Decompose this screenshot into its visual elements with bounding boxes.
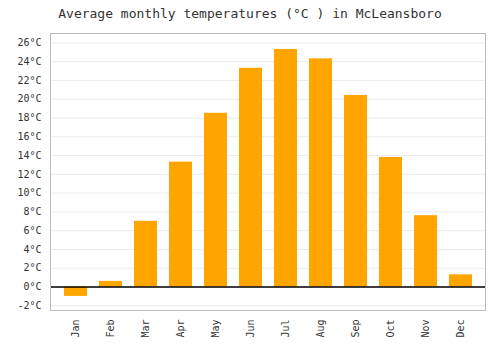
svg-text:4°C: 4°C xyxy=(23,244,41,255)
svg-text:May: May xyxy=(210,320,221,338)
svg-text:Feb: Feb xyxy=(105,320,116,338)
svg-text:Sep: Sep xyxy=(350,320,361,338)
svg-text:14°C: 14°C xyxy=(17,150,41,161)
svg-text:20°C: 20°C xyxy=(17,93,41,104)
svg-text:Nov: Nov xyxy=(420,320,431,338)
svg-text:2°C: 2°C xyxy=(23,262,41,273)
svg-text:Aug: Aug xyxy=(315,320,326,338)
svg-text:Jul: Jul xyxy=(280,320,291,338)
svg-text:Mar: Mar xyxy=(140,320,151,338)
svg-text:6°C: 6°C xyxy=(23,225,41,236)
svg-text:8°C: 8°C xyxy=(23,206,41,217)
html-text:Average monthly temperatures (: Average monthly temperatures (°C ) in Mc… xyxy=(58,6,442,21)
svg-text:Apr: Apr xyxy=(175,320,186,338)
svg-text:22°C: 22°C xyxy=(17,75,41,86)
svg-text:0°C: 0°C xyxy=(23,281,41,292)
svg-text:Oct: Oct xyxy=(385,320,396,338)
svg-text:Jan: Jan xyxy=(70,320,81,338)
svg-text:Dec: Dec xyxy=(455,320,466,338)
svg-text:Jun: Jun xyxy=(245,320,256,338)
svg-text:16°C: 16°C xyxy=(17,131,41,142)
svg-text:10°C: 10°C xyxy=(17,187,41,198)
svg-text:-2°C: -2°C xyxy=(17,300,41,311)
svg-text:12°C: 12°C xyxy=(17,169,41,180)
svg-text:18°C: 18°C xyxy=(17,112,41,123)
svg-text:26°C: 26°C xyxy=(17,37,41,48)
svg-text:24°C: 24°C xyxy=(17,56,41,67)
